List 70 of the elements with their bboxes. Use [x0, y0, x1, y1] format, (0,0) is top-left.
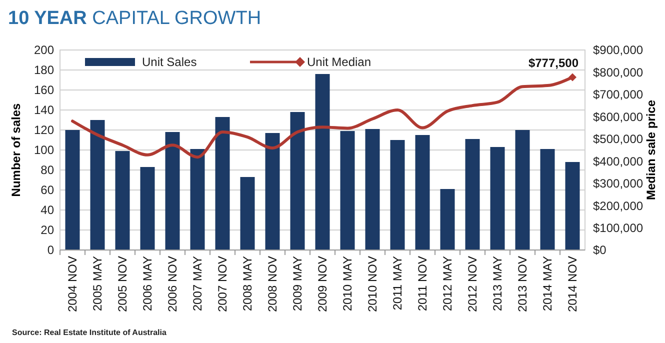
y-tick-label: 120 — [34, 123, 54, 138]
x-tick-label: 2005 MAY — [90, 256, 105, 312]
x-tick-label: 2009 NOV — [316, 256, 330, 312]
bar — [365, 129, 380, 250]
bar — [140, 167, 155, 250]
x-tick-label: 2007 MAY — [190, 256, 205, 312]
y2-tick-label: $0 — [593, 243, 607, 258]
x-tick-label: 2007 NOV — [216, 256, 230, 312]
y-tick-label: 0 — [47, 243, 54, 258]
x-tick-label: 2008 NOV — [266, 256, 280, 312]
bar — [290, 112, 305, 250]
x-tick-label: 2012 MAY — [440, 256, 455, 312]
bar — [515, 130, 530, 250]
y-tick-label: 20 — [40, 223, 54, 238]
bar — [465, 139, 480, 250]
bar — [265, 133, 280, 250]
x-tick-label: 2011 NOV — [416, 256, 430, 312]
y-tick-label: 60 — [40, 183, 54, 198]
x-tick-label: 2004 NOV — [66, 256, 80, 312]
bar — [190, 149, 205, 250]
y2-tick-label: $100,000 — [593, 220, 644, 235]
bar — [315, 74, 330, 250]
y2-tick-label: $400,000 — [593, 154, 644, 168]
bar — [340, 131, 355, 250]
y-tick-label: 200 — [34, 43, 54, 58]
y-tick-label: 140 — [34, 103, 54, 118]
y-tick-label: 180 — [34, 63, 54, 78]
bar — [390, 140, 405, 250]
x-tick-label: 2014 NOV — [566, 256, 580, 312]
x-tick-label: 2011 MAY — [390, 256, 405, 310]
y-tick-label: 80 — [40, 163, 54, 178]
y2-tick-label: $900,000 — [593, 43, 644, 58]
bar — [415, 135, 430, 250]
y-tick-label: 100 — [34, 143, 54, 158]
bar — [165, 132, 180, 250]
bar — [490, 147, 505, 250]
bar — [90, 120, 105, 250]
x-tick-label: 2012 NOV — [466, 256, 480, 312]
bar — [540, 149, 555, 250]
bar — [565, 162, 580, 250]
bar — [215, 117, 230, 250]
y-axis-title: Number of sales — [9, 103, 23, 197]
y-tick-label: 160 — [34, 83, 54, 98]
bar — [65, 130, 80, 250]
y2-tick-label: $200,000 — [593, 198, 644, 213]
x-tick-label: 2008 MAY — [240, 256, 255, 312]
x-tick-label: 2009 MAY — [290, 256, 305, 312]
bar — [115, 151, 130, 250]
y2-tick-label: $600,000 — [593, 110, 644, 124]
x-tick-label: 2013 NOV — [516, 256, 530, 312]
legend-label: Unit Sales — [142, 55, 197, 70]
y2-tick-label: $500,000 — [593, 132, 644, 146]
bar — [440, 189, 455, 250]
x-tick-label: 2014 MAY — [540, 256, 555, 312]
source-note: Source: Real Estate Institute of Australia — [12, 328, 167, 337]
x-tick-label: 2006 NOV — [166, 256, 180, 312]
y-tick-label: 40 — [40, 203, 54, 218]
y2-axis-title: Median sale price — [644, 100, 658, 200]
y2-tick-label: $300,000 — [593, 176, 644, 191]
x-tick-label: 2005 NOV — [116, 256, 130, 312]
y2-tick-label: $800,000 — [593, 65, 644, 80]
data-label: $777,500 — [528, 56, 579, 70]
x-tick-label: 2006 MAY — [140, 256, 155, 312]
bar — [240, 177, 255, 250]
x-tick-label: 2010 MAY — [340, 256, 355, 312]
legend-label: Unit Median — [307, 55, 372, 70]
chart-title: 10 YEAR CAPITAL GROWTH — [8, 8, 262, 29]
y2-tick-label: $700,000 — [593, 88, 644, 102]
x-tick-label: 2013 MAY — [490, 256, 505, 312]
x-tick-label: 2010 NOV — [366, 256, 380, 312]
